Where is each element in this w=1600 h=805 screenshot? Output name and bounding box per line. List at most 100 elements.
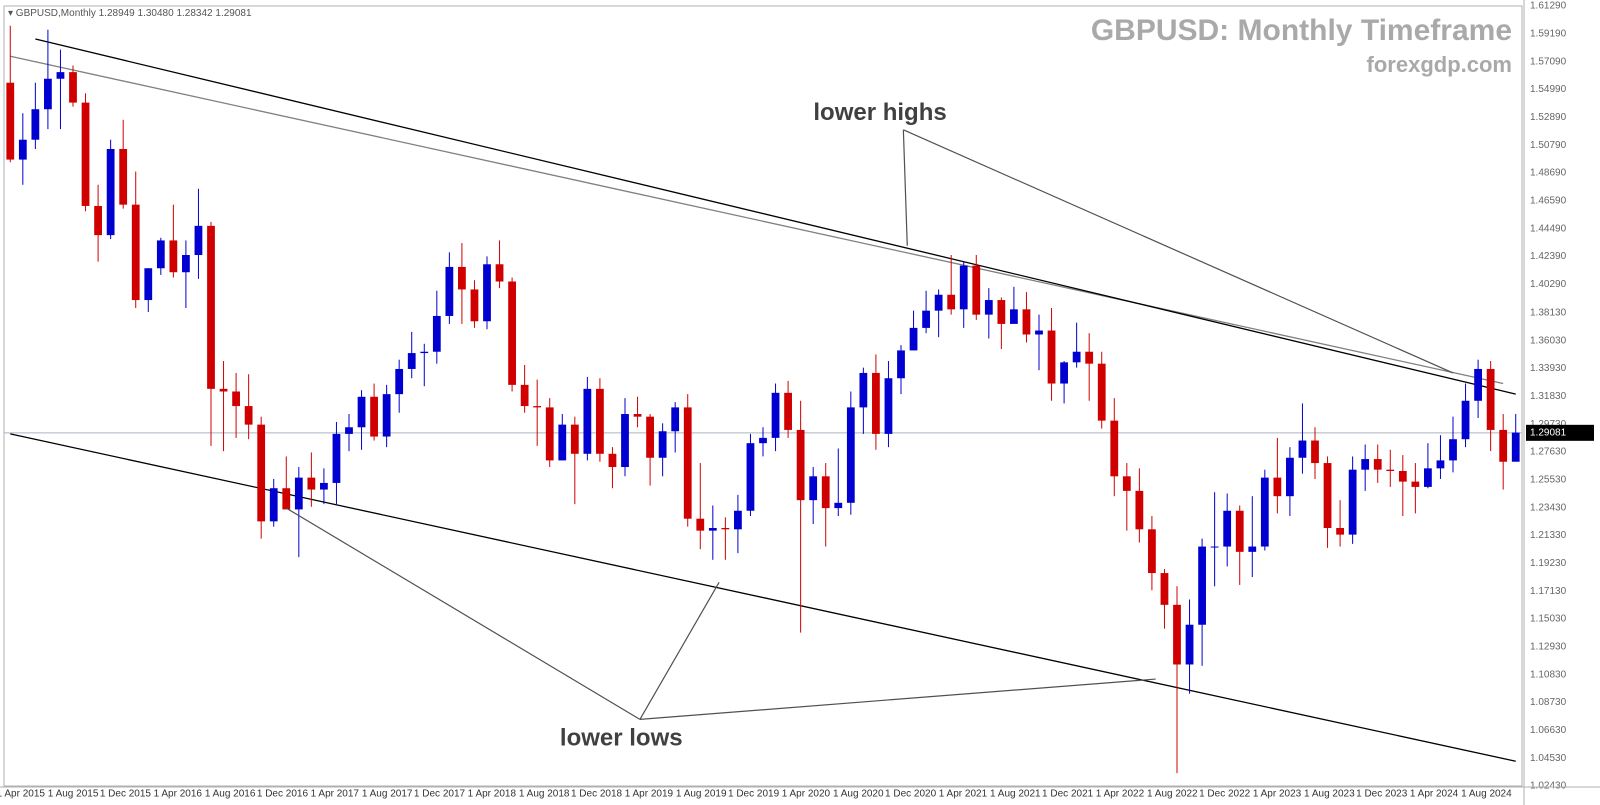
y-tick-label: 1.25530 — [1530, 475, 1567, 486]
x-tick-label: 1 Dec 2022 — [1199, 788, 1251, 799]
chart-svg[interactable]: 1.612901.591901.570901.549901.528901.507… — [0, 0, 1600, 805]
y-tick-label: 1.17130 — [1530, 586, 1567, 597]
y-tick-label: 1.36030 — [1530, 335, 1567, 346]
y-tick-label: 1.15030 — [1530, 614, 1567, 625]
y-tick-label: 1.61290 — [1530, 1, 1567, 12]
x-tick-label: 1 Dec 2020 — [885, 788, 937, 799]
y-tick-label: 1.21330 — [1530, 530, 1567, 541]
y-tick-label: 1.06630 — [1530, 725, 1567, 736]
y-tick-label: 1.02430 — [1530, 781, 1567, 792]
candle-body — [82, 103, 90, 206]
candle-body — [621, 414, 629, 467]
candle-body — [1135, 491, 1143, 529]
anno-lower-lows-label: lower lows — [560, 724, 683, 751]
candle-body — [94, 206, 102, 235]
candle-body — [634, 414, 642, 417]
candle-body — [1437, 460, 1445, 468]
candle-body — [1424, 468, 1432, 487]
candle-body — [1512, 433, 1520, 462]
candle-body — [1399, 471, 1407, 482]
candle-body — [458, 267, 466, 290]
candle-body — [947, 295, 955, 310]
y-tick-label: 1.33930 — [1530, 363, 1567, 374]
candle-body — [1411, 482, 1419, 487]
x-tick-label: 1 Aug 2017 — [362, 788, 413, 799]
y-tick-label: 1.27630 — [1530, 447, 1567, 458]
candle-body — [1198, 547, 1206, 625]
candle-body — [822, 476, 830, 508]
y-tick-label: 1.57090 — [1530, 56, 1567, 67]
candle-body — [935, 295, 943, 311]
candle-body — [1211, 547, 1219, 548]
candle-body — [1186, 625, 1194, 665]
candle-body — [1098, 364, 1106, 421]
candle-body — [1148, 529, 1156, 573]
candle-body — [709, 528, 717, 531]
candle-body — [985, 300, 993, 315]
candle-body — [395, 369, 403, 394]
candle-body — [420, 352, 428, 353]
candle-body — [1449, 439, 1457, 460]
y-tick-label: 1.31830 — [1530, 391, 1567, 402]
y-tick-label: 1.46590 — [1530, 195, 1567, 206]
candle-body — [483, 264, 491, 321]
candle-body — [571, 425, 579, 454]
candle-body — [521, 385, 529, 406]
candle-body — [195, 226, 203, 255]
y-tick-label: 1.19230 — [1530, 558, 1567, 569]
candle-body — [1386, 470, 1394, 471]
anno-lower-highs-label: lower highs — [813, 99, 946, 126]
x-tick-label: 1 Apr 2021 — [939, 788, 988, 799]
candle-body — [859, 373, 867, 407]
chart-root: 1.612901.591901.570901.549901.528901.507… — [0, 0, 1600, 805]
candle-body — [809, 476, 817, 500]
candle-body — [232, 391, 240, 406]
x-tick-label: 1 Apr 2024 — [1410, 788, 1459, 799]
x-tick-label: 1 Dec 2016 — [257, 788, 309, 799]
candle-body — [696, 519, 704, 531]
candle-body — [333, 434, 341, 483]
symbol-bar: ▾ GBPUSD,Monthly 1.28949 1.30480 1.28342… — [8, 8, 252, 19]
candle-body — [119, 149, 127, 205]
candle-body — [1311, 441, 1319, 464]
x-tick-label: 1 Apr 2020 — [782, 788, 831, 799]
candle-body — [847, 407, 855, 502]
candle-body — [872, 373, 880, 434]
candle-body — [370, 397, 378, 437]
x-tick-label: 1 Aug 2019 — [676, 788, 727, 799]
candle-body — [257, 425, 265, 522]
candle-body — [747, 443, 755, 511]
y-tick-label: 1.23430 — [1530, 502, 1567, 513]
candle-body — [383, 394, 391, 436]
y-tick-label: 1.48690 — [1530, 168, 1567, 179]
candle-body — [1349, 470, 1357, 535]
y-tick-label: 1.42390 — [1530, 251, 1567, 262]
candle-body — [1499, 430, 1507, 462]
candle-body — [910, 328, 918, 351]
candle-body — [671, 407, 679, 431]
y-tick-label: 1.12930 — [1530, 641, 1567, 652]
candle-body — [533, 406, 541, 407]
chart-title: GBPUSD: Monthly Timeframe — [1091, 14, 1512, 47]
candle-body — [182, 255, 190, 272]
candle-body — [885, 378, 893, 434]
candle-body — [270, 488, 278, 521]
x-tick-label: 1 Aug 2022 — [1147, 788, 1198, 799]
candle-body — [972, 266, 980, 315]
y-tick-label: 1.50790 — [1530, 140, 1567, 151]
candle-body — [583, 389, 591, 454]
y-tick-label: 1.40290 — [1530, 279, 1567, 290]
chart-bg — [0, 0, 1600, 805]
y-tick-label: 1.38130 — [1530, 308, 1567, 319]
candle-body — [1223, 511, 1231, 547]
candle-body — [1073, 352, 1081, 363]
x-tick-label: 1 Aug 2024 — [1461, 788, 1512, 799]
candle-body — [684, 407, 692, 518]
candle-body — [659, 431, 667, 458]
y-tick-label: 1.10830 — [1530, 669, 1567, 680]
candle-body — [1299, 441, 1307, 458]
x-tick-label: 1 Apr 2022 — [1096, 788, 1145, 799]
candle-body — [922, 311, 930, 328]
candle-body — [295, 478, 303, 510]
candle-body — [1110, 421, 1118, 477]
